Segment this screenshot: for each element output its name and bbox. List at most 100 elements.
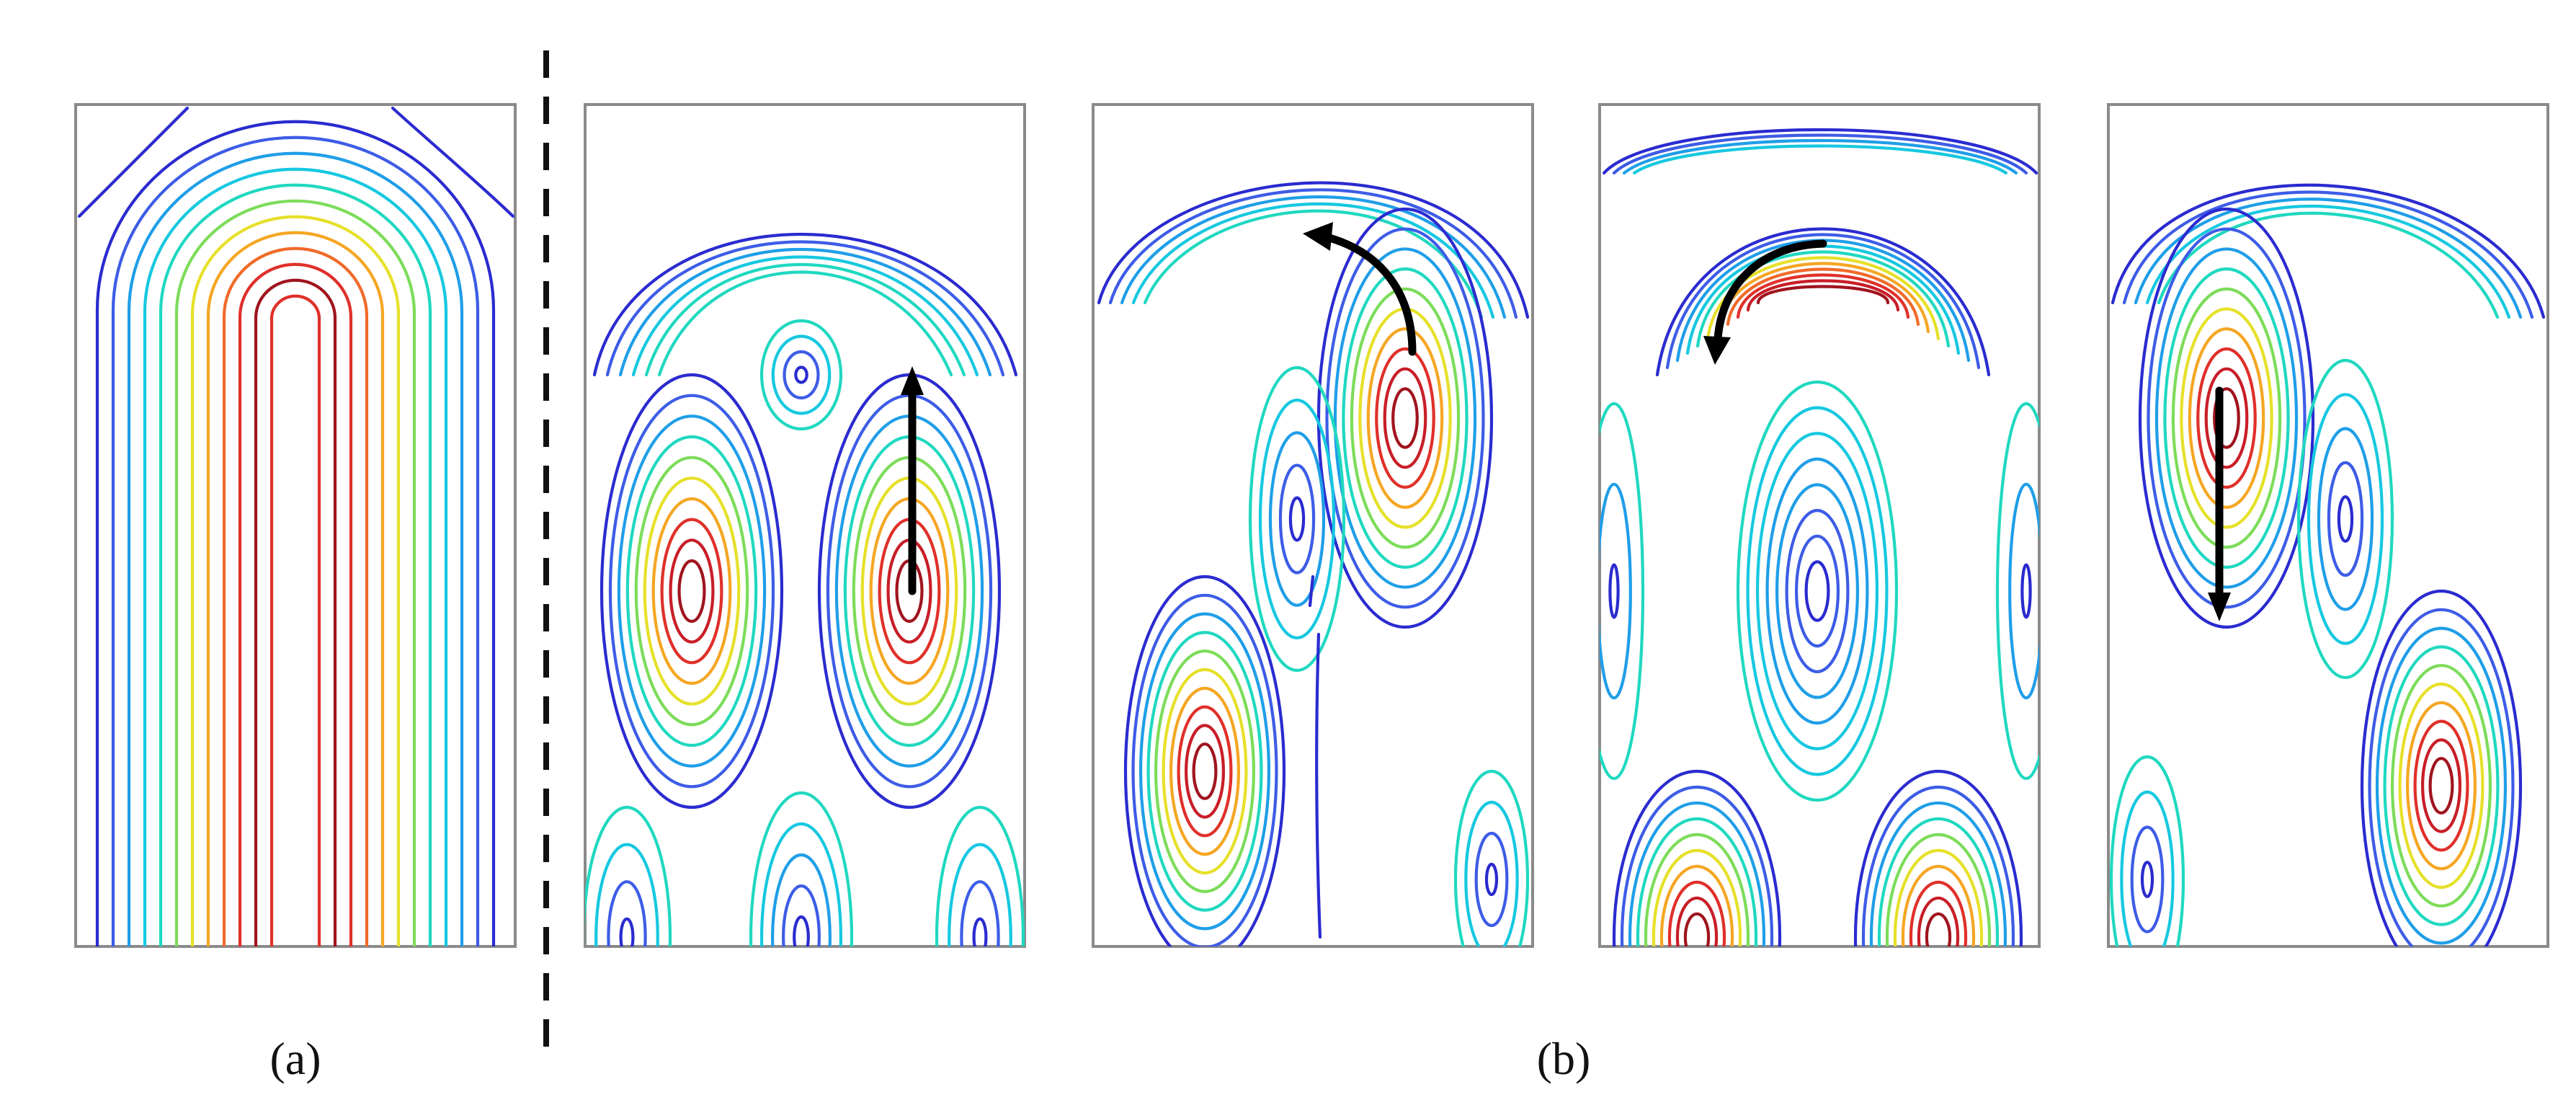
panel-b1-bottom-right-contour-1 [948,843,1012,946]
panel-b2-center-cell-contour-4 [1288,496,1306,542]
panel-b3-center-cell-contour-6 [1794,534,1840,648]
panel-b1-left-cell-contour-2 [617,414,767,768]
panel-b3-bottom-right-cell-contour-5 [1893,848,1984,946]
panel-a-frame [74,103,517,948]
panel-b3-bottom-right-cell-contour-2 [1869,801,2007,946]
panel-b2-lower-left-cell-contour-4 [1154,649,1256,893]
panel-b2-bottom-right-contour-0 [1453,769,1530,946]
panel-b3-bottom-right-cell-contour-7 [1909,880,1968,946]
panel-b3-top-hot-contour-4 [1695,250,1951,348]
panel-b2-center-cell-contour-2 [1268,431,1326,607]
panel-b1-cap-contour-2 [618,247,992,377]
panel-b2-lower-left-cell-contour-8 [1184,724,1226,819]
panel-b3-center-cell-contour-5 [1785,509,1850,673]
panel-b2-bottom-right-contour-2 [1474,831,1509,928]
panel-b3-left-edge-contour-0 [1600,401,1645,781]
panel-b3-center-cell-contour-1 [1746,406,1889,776]
panel-b3-cap-contour-0 [1602,128,2038,175]
panel-b1-bottom-right-contour-2 [960,880,1000,946]
panel-b3-bottom-right-cell-contour-6 [1901,864,1976,946]
panel-b3-bottom-left-cell-contour-7 [1667,880,1726,946]
panel-b1-bottom-left-contour-2 [607,880,647,946]
panel-b4-upper-left-cell-contour-7 [2196,347,2257,489]
panel-b4-center-cell-contour-2 [2317,427,2374,611]
panel-b3-bottom-left-cell-contour-8 [1675,896,1719,946]
panel-a-contours [77,106,515,946]
panel-b3-bottom-right-cell-contour-8 [1917,896,1960,946]
panel-b3-center-cell-contour-0 [1736,380,1899,802]
panel-b4-lower-right-cell-contour-1 [2368,608,2515,946]
panel-b4-bottom-left-contour-2 [2130,825,2165,933]
panel-b2-center-cell-contour-0 [1248,365,1346,673]
curved-arrow-up-left [1303,222,1417,356]
panel-b3-bottom-right-cell-contour-0 [1853,769,2023,946]
panel-b1-bottom-left-contour-0 [585,805,672,946]
panel-b3-top-hot-contour-8 [1736,273,1910,319]
panel-b4-cap-contour-0 [2111,183,2546,319]
panel-a-contour-10 [254,278,337,946]
panel-b1-left-cell-contour-5 [643,476,741,706]
panel-b2-center-line [1308,574,1322,939]
panel-b1-bottom-middle-contour-4 [793,915,810,946]
panel-b1-bottom-left-contour-3 [619,917,635,946]
panel-b2-upper-right-cell-contour-8 [1383,367,1427,469]
panel-b2-lower-left-cell-contour-1 [1131,593,1278,946]
panel-a-contour-8 [222,247,369,946]
panel-a-contour-11 [269,294,321,946]
panel-b3-left-edge-contour-1 [1600,482,1632,700]
panel-b3-bottom-left-cell-contour-0 [1612,769,1782,946]
panel-b3-bottom-right-cell-contour-1 [1861,785,2015,946]
panel-b2-upper-right-cell-contour-3 [1342,267,1469,569]
panel-b3-bottom-left-cell-contour-4 [1644,833,1750,946]
panel-b3-bottom-left-cell-contour-5 [1652,848,1742,946]
panel-b2-cap-contour-0 [1097,181,1530,319]
panel-b1-cap-contour-1 [605,240,1005,377]
panel-b1-bottom-middle-contour-3 [782,884,821,946]
panel-b4-center-cell-contour-0 [2296,358,2394,680]
panel-a-contour-9 [238,262,353,946]
panel-b3-cap-contour-1 [1612,133,2028,175]
panel-b2-upper-right-cell-contour-9 [1391,387,1419,449]
panel-b2-upper-right-cell-contour-1 [1325,227,1485,609]
panel-b3-center-cell-contour-4 [1775,483,1860,699]
panel-a [74,103,517,948]
panel-b4-upper-left-cell-contour-3 [2163,267,2290,569]
panel-b1-top-cell-contour-1 [771,334,832,415]
panel-b2-upper-right-cell-contour-7 [1375,347,1435,489]
panel-b4-bottom-left-contour-1 [2120,790,2175,946]
panel-b4-upper-left-cell-contour-5 [2180,307,2273,529]
panel-b4-center-cell-contour-4 [2337,495,2354,543]
panel-b3-bottom-left-cell-contour-1 [1620,785,1774,946]
panel-b1-bottom-right-contour-0 [935,805,1025,946]
panel-b2-upper-right-cell-contour-2 [1333,247,1477,589]
panel-b2-center-cell-contour-1 [1258,399,1336,639]
panel-b1-cap-contour-3 [631,255,979,377]
panel-b4-upper-left-cell-contour-0 [2138,207,2315,629]
panel-b2-center-cell-contour-3 [1278,463,1316,574]
panel-b3-top-hot-contour-1 [1665,233,1981,370]
curved-arrow-down-left [1703,239,1827,365]
panel-b2 [1092,103,1534,948]
panel-b4-upper-left-cell-contour-1 [2147,227,2307,609]
panel-b1-bottom-middle-contour-0 [749,791,854,946]
panel-b1-left-cell-contour-9 [677,559,706,624]
panel-b3-center-cell-contour-7 [1804,560,1830,622]
panel-b3-bottom-right-cell-contour-4 [1885,833,1992,946]
panel-b3-bottom-right-cell-contour-9 [1925,912,1952,946]
panel-b3-right-edge-contour-1 [2008,482,2039,700]
panel-b3-top-hot-contour-7 [1726,267,1920,327]
panel-b4-lower-right-cell-contour-2 [2375,626,2508,945]
panel-b2-lower-left-cell-contour-2 [1138,612,1271,931]
panel-b4-cap-contour-4 [2157,211,2500,319]
panel-b4-center-cell-contour-3 [2327,461,2364,577]
panel-a-contour-3 [143,167,448,946]
panel-b1-left-cell-contour-4 [634,456,749,727]
panel-b1-left-cell-contour-6 [651,497,732,686]
panel-b4-upper-left-cell-contour-2 [2154,247,2299,589]
panel-b1-left-cell-contour-1 [608,394,775,789]
panel-b4-bottom-left-contour-3 [2140,861,2154,898]
panel-a-contour-6 [190,215,401,946]
panel-b3-cap-contour-2 [1622,138,2018,175]
caption-b: (b) [1537,1033,1591,1084]
panel-b3-center-cell-contour-2 [1755,432,1879,750]
